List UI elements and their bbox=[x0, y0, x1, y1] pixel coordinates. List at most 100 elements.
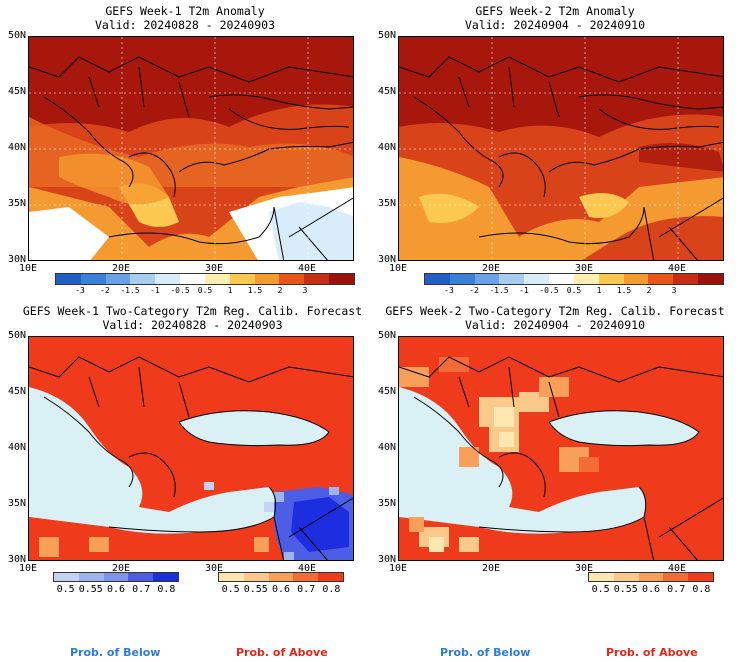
colorbar-tick-label: -0.5 bbox=[539, 286, 559, 295]
colorbar-tick-label: 2 bbox=[277, 286, 283, 295]
colorbar-swatch bbox=[229, 274, 255, 284]
panel3-title-line1: GEFS Week-1 Two-Category T2m Reg. Calib.… bbox=[22, 304, 363, 318]
panel3-map bbox=[28, 336, 354, 561]
colorbar-swatch bbox=[648, 274, 674, 284]
colorbar-tick-label: 3 bbox=[671, 286, 677, 295]
panel2-lon-label: 40E bbox=[667, 263, 687, 274]
colorbar-swatch bbox=[573, 274, 599, 284]
colorbar-tick-label: -2 bbox=[469, 286, 479, 295]
panel1-lon-label: 10E bbox=[18, 263, 38, 274]
panel3-lat-label: 35N bbox=[7, 498, 26, 509]
colorbar-tick-label: 0.6 bbox=[106, 584, 126, 595]
panel4-lon-label: 30E bbox=[574, 563, 594, 574]
colorbar-tick-label: 0.7 bbox=[132, 584, 151, 595]
panel4-lat-label: 40N bbox=[377, 442, 396, 453]
colorbar-swatch bbox=[54, 573, 79, 581]
colorbar-swatch bbox=[279, 274, 305, 284]
colorbar-tick-label: 0.6 bbox=[641, 584, 661, 595]
panel2-colorbar-labels: -3 -2 -1.5 -1 -0.5 0.5 1 1.5 2 3 bbox=[424, 286, 724, 296]
colorbar-tick-label: -1 bbox=[519, 286, 529, 295]
panel3-lat-label: 40N bbox=[7, 442, 26, 453]
panel2-title-line2: Valid: 20240904 - 20240910 bbox=[464, 18, 645, 32]
panel4-lat-label: 50N bbox=[377, 330, 396, 341]
panel4-above-colorbar bbox=[588, 572, 714, 582]
colorbar-tick-label: 0.7 bbox=[667, 584, 686, 595]
panel3-lat-label: 45N bbox=[7, 386, 26, 397]
panel1-lon-label: 30E bbox=[204, 263, 224, 274]
panel2-title-line1: GEFS Week-2 T2m Anomaly bbox=[475, 4, 635, 18]
colorbar-tick-label: -1.5 bbox=[489, 286, 509, 295]
colorbar-tick-label: 0.5 bbox=[591, 584, 610, 595]
panel3-lon-label: 10E bbox=[18, 563, 38, 574]
colorbar-tick-label: 0.5 bbox=[197, 286, 213, 295]
colorbar-tick-label: 0.8 bbox=[322, 584, 341, 595]
panel2-lon-label: 10E bbox=[388, 263, 408, 274]
colorbar-swatch bbox=[425, 274, 450, 284]
colorbar-tick-label: 2 bbox=[646, 286, 652, 295]
panel2-map bbox=[398, 36, 724, 261]
colorbar-swatch bbox=[589, 573, 614, 581]
colorbar-tick-label: 1 bbox=[596, 286, 602, 295]
panel1-lat-label: 45N bbox=[7, 86, 26, 97]
panel3-title-line2: Valid: 20240828 - 20240903 bbox=[102, 318, 283, 332]
colorbar-swatch bbox=[105, 274, 131, 284]
panel1-lat-label: 40N bbox=[7, 142, 26, 153]
prob-below-label-right: Prob. of Below bbox=[440, 646, 531, 659]
panel1-lat-label: 30N bbox=[7, 254, 26, 265]
panel4-lon-label: 10E bbox=[388, 563, 408, 574]
colorbar-swatch bbox=[254, 274, 280, 284]
prob-below-label-left: Prob. of Below bbox=[70, 646, 161, 659]
colorbar-swatch bbox=[243, 573, 269, 581]
colorbar-tick-label: -1 bbox=[150, 286, 160, 295]
colorbar-swatch bbox=[304, 274, 330, 284]
colorbar-tick-label: -1.5 bbox=[120, 286, 140, 295]
colorbar-swatch bbox=[80, 274, 106, 284]
colorbar-swatch bbox=[56, 274, 81, 284]
colorbar-swatch bbox=[673, 274, 699, 284]
panel2-lat-label: 30N bbox=[377, 254, 396, 265]
panel2-lon-label: 30E bbox=[574, 263, 594, 274]
panel4-lat-label: 35N bbox=[377, 498, 396, 509]
colorbar-swatch bbox=[449, 274, 475, 284]
panel4-map bbox=[398, 336, 724, 561]
colorbar-swatch bbox=[663, 573, 689, 581]
colorbar-swatch bbox=[204, 274, 230, 284]
panel3-lon-label: 20E bbox=[111, 563, 131, 574]
colorbar-tick-label: 0.7 bbox=[297, 584, 316, 595]
colorbar-tick-label: 3 bbox=[302, 286, 308, 295]
colorbar-swatch bbox=[155, 274, 181, 284]
panel4-lon-label: 40E bbox=[667, 563, 687, 574]
colorbar-swatch bbox=[103, 573, 129, 581]
panel1-map bbox=[28, 36, 354, 261]
panel2-lat-label: 40N bbox=[377, 142, 396, 153]
colorbar-tick-label: -2 bbox=[100, 286, 110, 295]
colorbar-swatch bbox=[688, 573, 713, 581]
colorbar-tick-label: -0.5 bbox=[170, 286, 190, 295]
colorbar-swatch bbox=[130, 274, 156, 284]
colorbar-swatch bbox=[180, 274, 205, 284]
panel4-lon-label: 20E bbox=[481, 563, 501, 574]
colorbar-swatch bbox=[128, 573, 154, 581]
panel3-lat-label: 50N bbox=[7, 330, 26, 341]
panel2-lat-label: 50N bbox=[377, 30, 396, 41]
colorbar-swatch bbox=[598, 274, 624, 284]
colorbar-swatch bbox=[329, 274, 354, 284]
colorbar-tick-label: 0.8 bbox=[157, 584, 176, 595]
colorbar-swatch bbox=[698, 274, 723, 284]
panel4-lat-label: 45N bbox=[377, 386, 396, 397]
panel2-lat-label: 35N bbox=[377, 198, 396, 209]
colorbar-swatch bbox=[499, 274, 525, 284]
panel1-anomaly-colorbar bbox=[55, 273, 355, 285]
panel3-lat-label: 30N bbox=[7, 554, 26, 565]
panel1-title-line1: GEFS Week-1 T2m Anomaly bbox=[105, 4, 265, 18]
colorbar-swatch bbox=[219, 573, 244, 581]
panel3-below-colorbar-labels: 0.5 0.55 0.6 0.7 0.8 bbox=[53, 584, 179, 596]
colorbar-swatch bbox=[318, 573, 343, 581]
panel3-lon-label: 40E bbox=[297, 563, 317, 574]
panel4-lat-label: 30N bbox=[377, 554, 396, 565]
colorbar-swatch bbox=[153, 573, 178, 581]
panel1-title-line2: Valid: 20240828 - 20240903 bbox=[94, 18, 275, 32]
colorbar-swatch bbox=[524, 274, 550, 284]
colorbar-tick-label: 0.5 bbox=[56, 584, 75, 595]
colorbar-tick-label: 0.5 bbox=[221, 584, 240, 595]
